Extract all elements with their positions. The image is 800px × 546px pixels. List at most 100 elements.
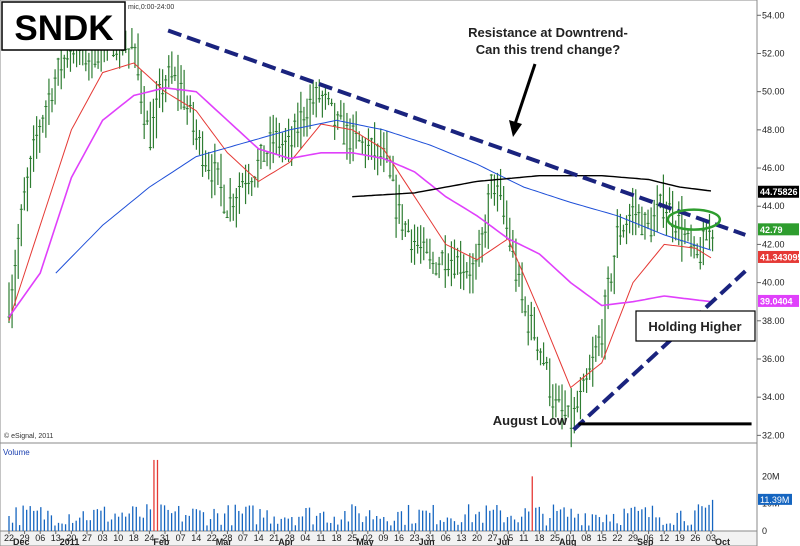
volume-bars	[8, 459, 714, 531]
price-tick-label: 42.00	[762, 239, 785, 249]
annotation-arrow	[513, 63, 537, 125]
volume-tick-label: 20M	[762, 471, 780, 481]
date-tick-label: 13	[51, 533, 61, 543]
date-tick-label: 27	[488, 533, 498, 543]
price-bars	[7, 13, 715, 448]
date-tick-label: 14	[191, 533, 201, 543]
price-tick-label: 40.00	[762, 278, 785, 288]
price-tick-label: 44.00	[762, 201, 785, 211]
arrow-head-icon	[509, 120, 522, 137]
date-tick-label: 31	[160, 533, 170, 543]
date-tick-label: 07	[238, 533, 248, 543]
trendlines	[167, 28, 752, 432]
date-tick-label: 06	[35, 533, 45, 543]
price-tick-label: 50.00	[762, 87, 785, 97]
date-tick-label: 22	[612, 533, 622, 543]
interval-text: mic,0:00-24:00	[128, 4, 174, 11]
series-line-ma_short	[8, 62, 712, 389]
date-tick-label: 06	[441, 533, 451, 543]
month-label: Oct	[715, 537, 730, 546]
symbol-box	[1, 1, 126, 51]
series-line-ma_200	[352, 175, 712, 198]
price-tick-label: 48.00	[762, 125, 785, 135]
date-tick-label: 22	[207, 533, 217, 543]
price-axis: 54.00 52.00 50.00 48.00 46.00 44.00 42.00 40.00…	[757, 10, 785, 440]
date-tick-label: 22	[4, 533, 14, 543]
month-label: May	[356, 537, 374, 546]
month-label: Aug	[559, 537, 577, 546]
series-line-ma_long	[55, 119, 712, 274]
date-tick-label: 04	[300, 533, 310, 543]
date-tick-label: 26	[690, 533, 700, 543]
volume-panel	[0, 442, 758, 532]
volume-label: Volume	[3, 448, 30, 457]
time-axis	[0, 530, 758, 546]
price-tick-label: 36.00	[762, 354, 785, 364]
volume-last-tag	[758, 493, 792, 505]
price-tag-label: 41.343095	[760, 252, 800, 262]
month-label: Jun	[419, 537, 435, 546]
date-tick-label: 28	[285, 533, 295, 543]
date-tick-label: 19	[675, 533, 685, 543]
price-tick-label: 46.00	[762, 163, 785, 173]
date-tick-label: 07	[176, 533, 186, 543]
date-tick-label: 18	[129, 533, 139, 543]
date-tick-label: 06	[644, 533, 654, 543]
highlight-ellipse	[666, 208, 722, 231]
date-tick-label: 09	[378, 533, 388, 543]
date-tick-label: 27	[82, 533, 92, 543]
date-tick-label: 13	[456, 533, 466, 543]
series-line-ma_mid	[8, 86, 712, 318]
date-tick-label: 31	[425, 533, 435, 543]
date-tick-label: 16	[394, 533, 404, 543]
date-tick-label: 11	[316, 533, 325, 543]
annotation-holding-higher: Holding Higher	[648, 319, 741, 334]
date-tick-label: 12	[659, 533, 669, 543]
date-tick-label: 25	[550, 533, 560, 543]
price-tag-label: 44.75826	[760, 187, 798, 197]
date-tick-label: 25	[347, 533, 357, 543]
moving-average-lines	[8, 62, 712, 389]
date-tick-label: 20	[472, 533, 482, 543]
date-tick-label: 08	[581, 533, 591, 543]
date-tick-label: 15	[597, 533, 607, 543]
month-label: Mar	[216, 537, 233, 546]
price-tag-label: 39.0404	[760, 296, 793, 306]
date-tick-label: 03	[98, 533, 108, 543]
date-tick-label: 29	[20, 533, 30, 543]
date-tick-label: 18	[332, 533, 342, 543]
price-tick-label: 52.00	[762, 48, 785, 58]
date-tick-label: 29	[628, 533, 638, 543]
month-label: Jul	[497, 537, 510, 546]
date-tick-label: 05	[503, 533, 513, 543]
month-label: Feb	[153, 537, 170, 546]
date-tick-label: 11	[519, 533, 528, 543]
price-tick-label: 38.00	[762, 316, 785, 326]
date-tick-label: 24	[144, 533, 154, 543]
date-tick-label: 10	[113, 533, 123, 543]
price-tick-label: 34.00	[762, 392, 785, 402]
symbol-text: SNDK	[14, 9, 113, 48]
price-tag-bg	[758, 223, 799, 236]
date-tick-label: 02	[363, 533, 373, 543]
annotation-august-low: August Low	[493, 413, 568, 428]
month-label: 2011	[60, 537, 80, 546]
date-tick-label: 28	[222, 533, 232, 543]
month-label: Sep	[637, 537, 654, 546]
date-tick-label: 03	[706, 533, 716, 543]
price-tag-label: 42.79	[760, 225, 783, 235]
price-panel	[0, 0, 758, 444]
price-tag-bg	[758, 250, 799, 263]
credit-text: © eSignal, 2011	[4, 432, 54, 440]
date-tick-label: 18	[534, 533, 544, 543]
annotation-resistance-2: Can this trend change?	[476, 42, 621, 57]
date-tick-label: 23	[410, 533, 420, 543]
volume-last-label: 11.39M	[760, 495, 789, 505]
volume-tick-label: 0	[762, 526, 767, 536]
month-label: Dec	[13, 537, 30, 546]
date-tick-label: 21	[269, 533, 279, 543]
date-tick-label: 20	[66, 533, 76, 543]
date-axis: 22 29 06 13 20 27 03 10 18 24 31 07 14 22 28 07 14 21 28 04…	[4, 531, 730, 546]
